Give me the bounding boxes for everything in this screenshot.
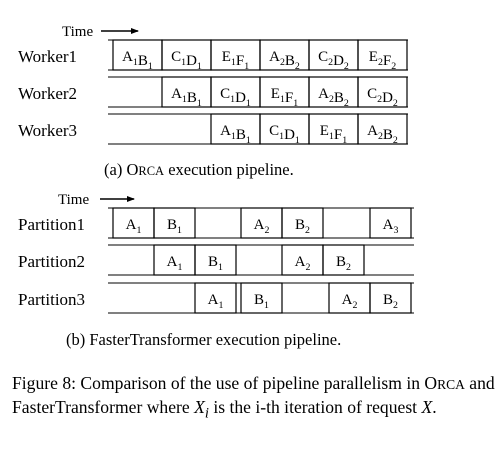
pipeline-cell: C1D1 [161,39,212,72]
cell-label: E1F1 [222,49,249,72]
pipeline-cell: E1F1 [210,39,261,72]
pipeline-cell: A2B2 [357,113,408,146]
cell-label: E1F1 [320,123,347,146]
worker-label: Worker3 [18,121,77,140]
pipeline-cell: B1 [153,207,196,239]
cell-label: A2B2 [318,86,349,109]
ft-time-label: Time [58,192,89,208]
pipeline-cell: A1 [112,207,155,239]
ft-diagram: Time Partition1 A1 B1 A2 B2 A3 Partition2 A1 B1 A… [18,192,414,349]
pipeline-cell: B2 [322,244,365,276]
cell-label: A2B2 [269,49,300,72]
worker-label: Worker2 [18,84,77,103]
cell-label: C2D2 [318,49,349,72]
pipeline-cell: E2F2 [357,39,408,72]
cell-label: B1 [254,292,269,311]
cell-box [357,76,408,108]
partition-label: Partition2 [18,252,85,271]
pipeline-cell: B1 [240,282,283,314]
cell-label: A2 [342,292,358,311]
pipeline-cell: E1F1 [259,76,310,109]
pipeline-cell: E1F1 [308,113,359,146]
pipeline-cell: A1B1 [112,39,163,72]
pipeline-cell: A1 [153,244,196,276]
cell-box [281,207,324,239]
cell-box [322,244,365,276]
orca-caption: (a) ORCA execution pipeline. [104,160,294,179]
cell-box [357,113,408,145]
pipeline-cell: A3 [369,207,412,239]
cell-label: A1B1 [220,123,251,146]
cell-label: B2 [336,254,351,273]
partition-label: Partition1 [18,215,85,234]
cell-label: A3 [383,217,399,236]
cell-label: B2 [383,292,398,311]
pipeline-cell: A1B1 [210,113,261,146]
orca-pipeline-grid: Worker1 A1B1 C1D1 E1F1 A2B2 C2D2 E2F2 Worker2 A1… [18,39,408,146]
pipeline-cell: A2 [328,282,371,314]
cell-box [153,207,196,239]
cell-label: A2 [254,217,270,236]
pipeline-cell: A2 [281,244,324,276]
cell-box [194,282,237,314]
pipeline-cell: C2D2 [357,76,408,109]
figure-caption: Figure 8: Comparison of the use of pipel… [12,373,495,422]
cell-box [369,282,412,314]
cell-box [194,244,237,276]
cell-box [240,282,283,314]
cell-label: C1D1 [269,123,300,146]
partition-label: Partition3 [18,290,85,309]
cell-label: C1D1 [171,49,202,72]
pipeline-cell: C1D1 [259,113,310,146]
pipeline-cell: B2 [281,207,324,239]
cell-label: C2D2 [367,86,398,109]
cell-label: A1 [167,254,183,273]
pipeline-figure: Time Worker1 A1B1C1D1E1F1A2B2C2D2E2F2Work… [18,24,414,349]
cell-label: E1F1 [271,86,298,109]
cell-label: A1 [208,292,224,311]
ft-caption: (b) FasterTransformer execution pipeline… [66,330,341,349]
cell-box [369,207,412,239]
pipeline-cell: C1D1 [210,76,261,109]
cell-label: A2 [295,254,311,273]
worker-label: Worker1 [18,47,77,66]
cell-label: A1B1 [122,49,153,72]
cell-label: E2F2 [369,49,396,72]
figure-label: Figure 8: [12,373,77,393]
pipeline-cell: A1B1 [161,76,212,109]
cell-label: C1D1 [220,86,251,109]
cell-label: B1 [167,217,182,236]
pipeline-cell: A2B2 [308,76,359,109]
pipeline-cell: A2B2 [259,39,310,72]
cell-label: B1 [208,254,223,273]
cell-label: A1B1 [171,86,202,109]
ft-pipeline-grid: Partition1 A1 B1 A2 B2 A3 Partition2 A1 B1 A2 B2 Pa… [18,207,414,314]
cell-label: A1 [126,217,142,236]
pipeline-cell: A1 [194,282,237,314]
orca-diagram: Time Worker1 A1B1C1D1E1F1A2B2C2D2E2F2Work… [18,24,408,179]
pipeline-cell: B1 [194,244,237,276]
cell-label: A2B2 [367,123,398,146]
cell-label: B2 [295,217,310,236]
pipeline-cell: C2D2 [308,39,359,72]
pipeline-cell: B2 [369,282,412,314]
pipeline-cell: A2 [240,207,283,239]
orca-time-label: Time [62,24,93,40]
cell-box [357,39,408,71]
